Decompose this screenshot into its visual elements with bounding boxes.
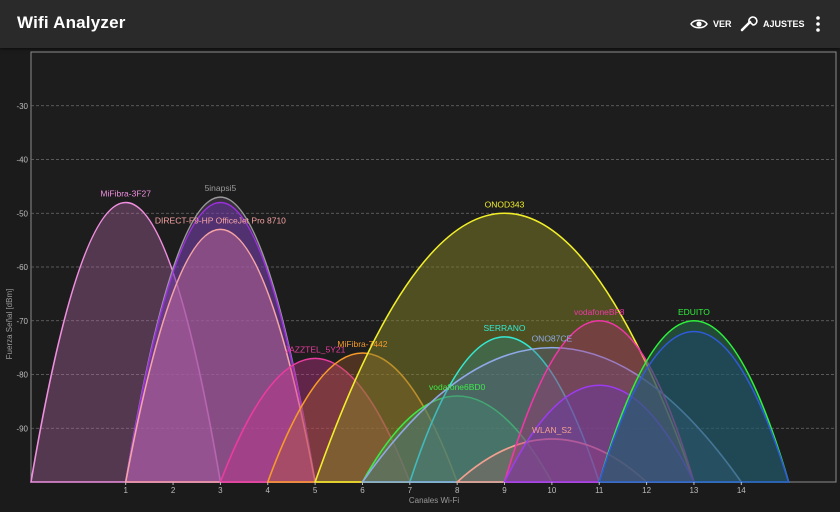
axes: -30-40-50-60-70-80-901 2 3 4 5 6 7 8 9 10 11 12 13 14 [16,102,746,495]
y-tick-label: -40 [16,156,28,165]
y-tick-label: -30 [16,102,28,111]
network-curve [598,330,790,483]
view-label: VER [713,19,732,29]
y-tick-label: -70 [16,317,28,326]
network-curve [124,202,317,483]
y-tick-label: -90 [16,424,28,433]
series-labels: MiFibra-3F27 5inapsi5 DIRECT-F9-HP OfficeJ… [100,183,710,435]
wrench-icon [740,16,758,32]
channel-graph: MiFibra-3F27 5inapsi5 DIRECT-F9-HP OfficeJ… [5,51,837,505]
overflow-menu-button[interactable] [812,14,824,34]
x-axis-title: Canales Wi-Fi [409,496,459,505]
network-label: ONO87CE [532,334,573,344]
app-bar: Wifi Analyzer VER AJUSTES [0,0,840,48]
signal-chart: MiFibra-3F27 5inapsi5 DIRECT-F9-HP OfficeJ… [0,48,840,507]
network-label: vodafone6BD0 [429,382,486,392]
y-tick-label: -80 [16,371,28,380]
network-label: DIRECT-F9-HP OfficeJet Pro 8710 [155,215,286,225]
network-label: EDUITO [678,307,710,317]
network-label: WLAN_S2 [532,425,572,435]
x-tick-label: 14 [737,486,746,495]
x-tick-label: 6 [360,486,365,495]
x-tick-label: 11 [595,486,604,495]
y-tick-label: -50 [16,209,28,218]
network-curve [408,336,601,483]
x-tick-label: 4 [266,486,271,495]
network-label: MiFibra-3F27 [100,189,151,199]
x-tick-label: 10 [547,486,556,495]
network-curve [124,228,317,483]
network-curve [598,320,790,483]
eye-icon [690,19,708,29]
x-tick-label: 1 [123,486,128,495]
view-button[interactable]: VER [690,14,732,34]
x-tick-label: 7 [408,486,413,495]
network-label: 5inapsi5 [205,183,237,193]
series-group [30,196,790,483]
x-tick-label: 3 [218,486,223,495]
more-vert-icon [816,16,820,32]
y-axis-title: Fuerza Señal [dBm] [5,289,14,360]
x-tick-label: 2 [171,486,176,495]
network-curve [361,395,554,483]
settings-label: AJUSTES [763,19,805,29]
network-label: vodafoneBF8 [574,307,625,317]
network-label: JAZZTEL_5Y21 [285,344,346,354]
x-tick-label: 9 [502,486,507,495]
x-tick-label: 8 [455,486,460,495]
network-label: MiFibra-7442 [337,339,387,349]
settings-button[interactable]: AJUSTES [740,14,805,34]
network-label: ONOD343 [485,199,525,209]
y-tick-label: -60 [16,263,28,272]
app-title: Wifi Analyzer [17,13,126,32]
x-tick-label: 13 [689,486,698,495]
x-tick-label: 5 [313,486,318,495]
x-tick-label: 12 [642,486,651,495]
network-label: SERRANO [484,323,526,333]
